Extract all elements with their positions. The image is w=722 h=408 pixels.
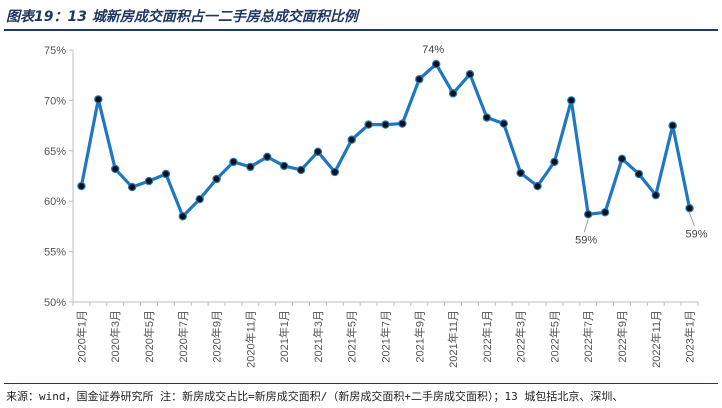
x-tick-label: 2022年3月	[514, 310, 528, 363]
x-tick-label: 2023年1月	[683, 310, 697, 363]
data-point	[516, 168, 525, 178]
data-point	[634, 169, 644, 179]
data-point	[212, 174, 221, 184]
x-tick-label: 2020年1月	[74, 310, 88, 363]
data-point	[296, 165, 306, 175]
data-point	[178, 212, 187, 221]
data-point	[111, 164, 120, 174]
data-point	[127, 182, 137, 192]
data-point	[398, 119, 407, 128]
data-point	[584, 210, 593, 219]
figure-source-note: 来源：wind，国金证券研究所 注：新房成交占比=新房成交面积/（新房成交面积+…	[6, 390, 624, 403]
x-tick-label: 2021年3月	[311, 310, 325, 363]
data-point	[94, 95, 103, 104]
y-tick-label: 60%	[44, 196, 66, 208]
x-tick-label: 2020年9月	[210, 310, 224, 363]
data-point	[431, 59, 441, 69]
axis-lines	[69, 49, 699, 306]
footer-rule	[4, 383, 718, 384]
x-tick-label: 2021年5月	[345, 310, 359, 363]
y-tick-label: 70%	[44, 95, 66, 107]
data-point	[685, 204, 694, 213]
data-point	[263, 152, 272, 162]
x-tick-label: 2021年1月	[277, 310, 291, 363]
figure-title: 图表19：13 城新房成交面积占一二手房总成交面积比例	[6, 9, 358, 25]
data-point	[347, 135, 356, 144]
x-tick-label: 2021年9月	[412, 310, 426, 363]
series-layer	[77, 59, 694, 221]
y-tick-label: 65%	[44, 146, 66, 158]
series-line	[79, 62, 692, 218]
data-point	[550, 157, 559, 167]
y-tick-label: 55%	[44, 247, 66, 259]
y-tick-label: 50%	[44, 297, 66, 309]
x-tick-label: 2021年7月	[379, 310, 393, 363]
data-point	[482, 113, 492, 122]
data-point	[364, 120, 373, 129]
y-tick-label: 75%	[44, 45, 66, 57]
data-point	[533, 181, 542, 191]
data-point	[465, 69, 475, 79]
data-point	[448, 89, 458, 98]
title-underline	[4, 29, 718, 31]
x-tick-label: 2022年5月	[547, 310, 561, 363]
data-point	[499, 119, 508, 128]
data-point	[195, 194, 204, 204]
x-tick-label: 2022年7月	[581, 310, 595, 363]
chart-plot: 50% 55% 60% 65% 70% 75% 2020年1月 2020年3月 2020年5月…	[44, 44, 708, 368]
x-tick-label: 2020年11月	[243, 310, 257, 368]
data-point	[330, 167, 340, 177]
data-point	[161, 169, 171, 179]
x-tick-label: 2022年11月	[649, 310, 663, 368]
data-point	[77, 181, 86, 191]
data-label-layer: 74% 59% 59%	[422, 44, 708, 246]
data-label-leader	[689, 213, 695, 227]
x-tick-label: 2022年9月	[615, 310, 629, 363]
data-label: 74%	[422, 44, 444, 56]
x-tick-label: 2020年3月	[108, 310, 122, 363]
data-point	[381, 120, 390, 129]
data-label: 59%	[575, 234, 597, 246]
x-tick-label: 2021年11月	[446, 310, 460, 368]
data-point	[617, 154, 627, 164]
data-point	[279, 161, 289, 171]
data-point	[567, 96, 576, 105]
x-axis-tick-labels: 2020年1月 2020年3月 2020年5月 2020年7月 2020年9月 2020年…	[74, 310, 696, 368]
data-point	[246, 162, 255, 172]
data-point	[651, 190, 660, 200]
data-point	[415, 75, 424, 84]
data-point	[600, 208, 610, 217]
data-label: 59%	[686, 228, 708, 240]
data-point	[144, 176, 154, 186]
y-axis-tick-labels: 50% 55% 60% 65% 70% 75%	[44, 45, 66, 309]
data-point	[229, 157, 238, 167]
data-point	[668, 121, 677, 130]
x-tick-label: 2020年7月	[176, 310, 190, 363]
x-tick-label: 2020年5月	[142, 310, 156, 363]
x-tick-label: 2022年1月	[480, 310, 494, 363]
data-point	[313, 147, 323, 157]
data-label-leader	[583, 219, 589, 233]
